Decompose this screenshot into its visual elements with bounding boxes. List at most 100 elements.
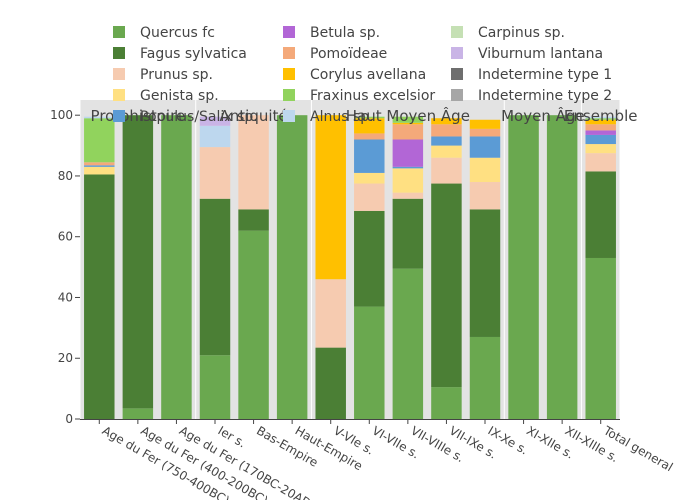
bar-segment — [585, 124, 616, 131]
legend-label[interactable]: Fagus sylvatica — [140, 46, 247, 62]
legend-label[interactable]: Indetermine type 2 — [478, 88, 612, 104]
legend-label[interactable]: Genista sp. — [140, 88, 219, 104]
legend-label[interactable]: Prunus sp. — [140, 67, 213, 83]
bar-segment — [392, 124, 424, 140]
legend-swatch[interactable] — [451, 26, 463, 38]
legend-swatch[interactable] — [113, 110, 125, 122]
group-label: Moyen Âge — [501, 106, 585, 125]
bar-segment — [354, 306, 385, 419]
bar-segment — [84, 162, 115, 166]
bar-segment — [469, 136, 501, 158]
bar-segment — [392, 166, 424, 169]
bar-segment — [585, 257, 616, 419]
bar-segment — [238, 209, 269, 231]
bar-segment — [392, 192, 424, 199]
bar-segment — [84, 116, 115, 119]
legend-swatch[interactable] — [283, 110, 295, 122]
y-tick-label: 0 — [65, 412, 73, 426]
y-tick-label: 20 — [58, 351, 73, 365]
bar-segment — [199, 198, 231, 356]
legend-label[interactable]: Corylus avellana — [310, 67, 426, 83]
legend-swatch[interactable] — [283, 68, 295, 80]
bar-segment — [508, 115, 539, 419]
bar-segment — [585, 119, 616, 125]
bar-segment — [392, 116, 424, 123]
legend-swatch[interactable] — [113, 89, 125, 101]
bar-segment — [469, 119, 501, 129]
bar-segment — [469, 157, 501, 183]
bar-segment — [585, 118, 616, 120]
bar-segment — [238, 230, 269, 419]
legend-swatch[interactable] — [113, 68, 125, 80]
bar-segment — [469, 182, 501, 210]
legend-swatch[interactable] — [283, 47, 295, 59]
legend-label[interactable]: Carpinus sp. — [478, 25, 565, 41]
bar-segment — [199, 116, 231, 126]
bar-segment — [84, 165, 115, 167]
bar-segment — [585, 130, 616, 135]
legend-swatch[interactable] — [451, 89, 463, 101]
legend-label[interactable]: Populus/Salix sp. — [140, 109, 258, 125]
bar-segment — [199, 125, 231, 148]
bar-segment — [392, 168, 424, 193]
legend: Quercus fc Fagus sylvatica Prunus sp. Genis… — [113, 25, 612, 125]
y-tick-label: 40 — [58, 290, 73, 304]
bar-segment — [392, 268, 424, 419]
bar-segment — [431, 183, 462, 388]
bar-segment — [354, 172, 385, 184]
bar-segment — [392, 139, 424, 167]
bar-segment — [354, 116, 385, 119]
bar-segment — [585, 171, 616, 258]
legend-label[interactable]: Fraxinus excelsior — [310, 88, 435, 104]
bars-layer — [84, 115, 616, 419]
legend-label[interactable]: Indetermine type 1 — [478, 67, 612, 83]
bar-segment — [122, 408, 154, 419]
bar-segment — [161, 115, 192, 419]
bar-segment — [392, 122, 424, 125]
y-tick-label: 100 — [50, 108, 73, 122]
bar-segment — [469, 336, 501, 419]
group-label: Haut Moyen Âge — [346, 106, 470, 125]
legend-label[interactable]: Pomoïdeae — [310, 46, 387, 62]
legend-swatch[interactable] — [283, 26, 295, 38]
legend-swatch[interactable] — [113, 26, 125, 38]
bar-segment — [469, 209, 501, 337]
bar-segment — [469, 128, 501, 137]
legend-label[interactable]: Viburnum lantana — [478, 46, 603, 62]
bar-segment — [354, 118, 385, 134]
bar-segment — [585, 144, 616, 154]
bar-segment — [431, 145, 462, 158]
bar-segment — [585, 153, 616, 172]
bar-segment — [392, 198, 424, 269]
bar-segment — [199, 147, 231, 199]
bar-segment — [84, 174, 115, 419]
bar-segment — [315, 115, 346, 280]
bar-segment — [431, 157, 462, 184]
bar-segment — [238, 115, 269, 210]
legend-swatch[interactable] — [451, 47, 463, 59]
bar-segment — [546, 115, 578, 419]
bar-segment — [315, 279, 346, 348]
bar-segment — [431, 136, 462, 146]
bar-segment — [431, 118, 462, 125]
legend-swatch[interactable] — [283, 89, 295, 101]
bar-segment — [199, 355, 231, 419]
bar-segment — [276, 115, 308, 419]
legend-label[interactable]: Quercus fc — [140, 25, 215, 41]
bar-segment — [315, 347, 346, 419]
legend-label[interactable]: Alnus sp. — [310, 109, 374, 125]
bar-segment — [431, 387, 462, 419]
group-label: Ensemble — [564, 107, 638, 125]
bar-segment — [431, 124, 462, 137]
bar-segment — [84, 118, 115, 163]
bar-segment — [354, 210, 385, 307]
bar-segment — [122, 115, 154, 409]
legend-swatch[interactable] — [451, 68, 463, 80]
legend-label[interactable]: Betula sp. — [310, 25, 380, 41]
y-tick-label: 80 — [58, 169, 73, 183]
bar-segment — [354, 183, 385, 211]
bar-segment — [84, 166, 115, 175]
legend-swatch[interactable] — [113, 47, 125, 59]
bar-segment — [354, 133, 385, 140]
